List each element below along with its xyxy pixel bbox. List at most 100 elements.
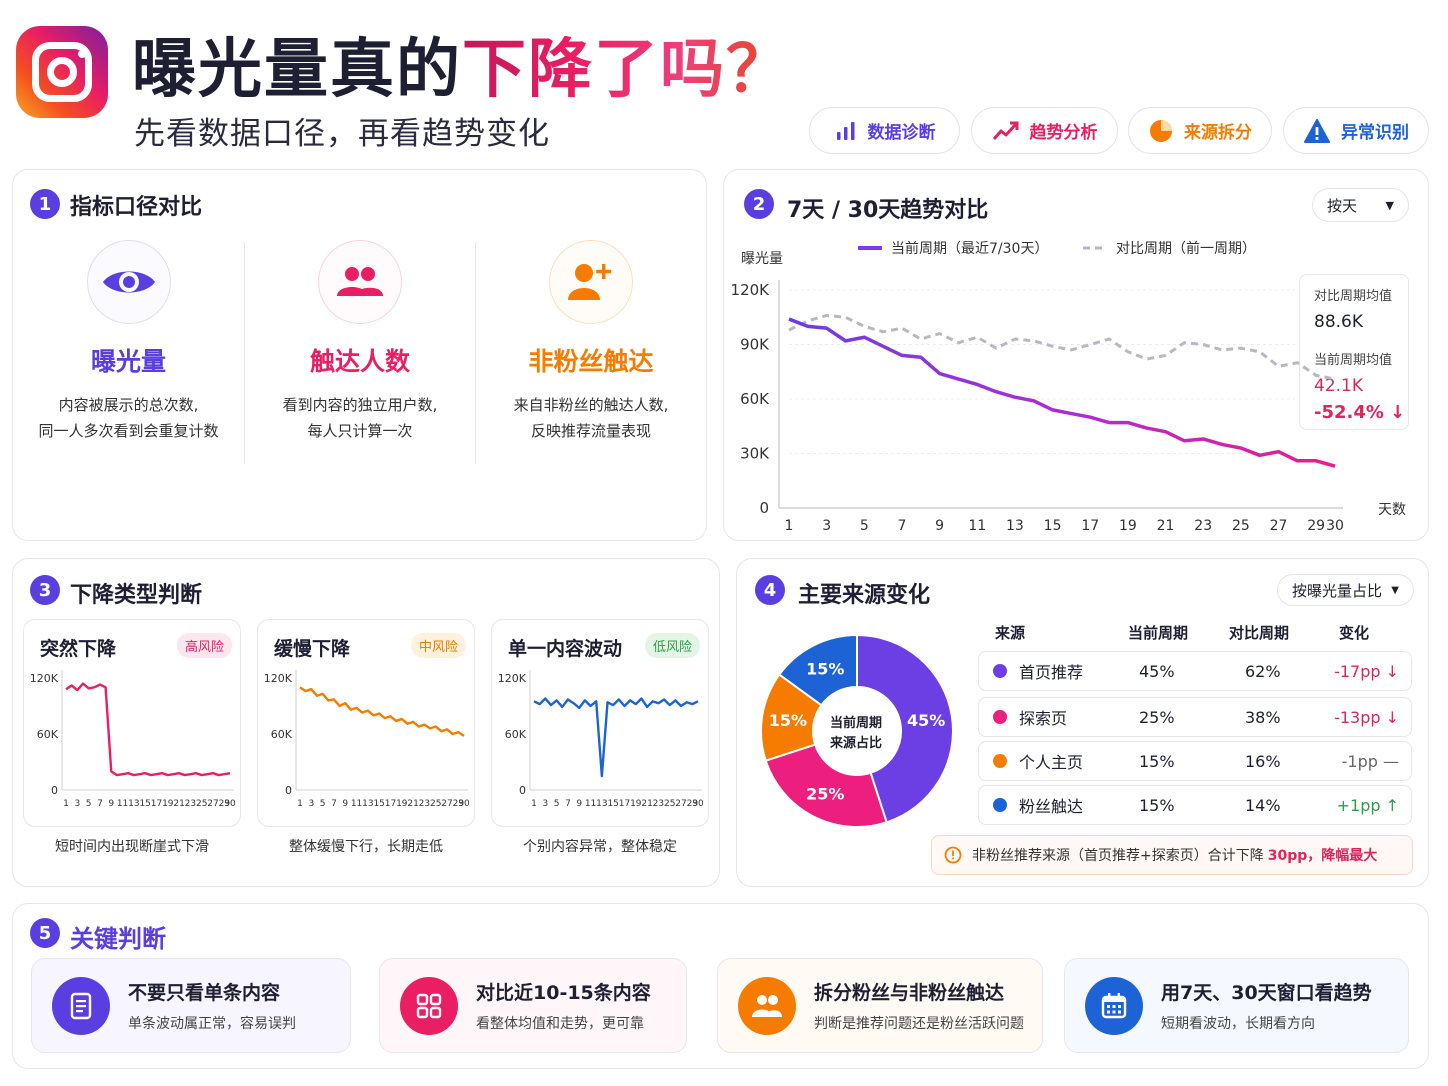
page-subtitle: 先看数据口径，再看趋势变化 <box>134 116 550 152</box>
metric-dropdown[interactable]: 按曝光量占比 ▼ <box>1277 574 1414 606</box>
col-compare: 对比周期 <box>1229 624 1290 642</box>
source-donut-chart: 45% 25% 15% 15% <box>760 633 954 828</box>
donut-slice <box>777 633 858 707</box>
metric-name: 非粉丝触达 <box>528 347 654 376</box>
x-tick-label: 21 <box>173 799 184 809</box>
judgment-subtitle: 看整体均值和走势，更可靠 <box>476 1016 644 1032</box>
metric-desc: 内容被展示的总次数, 同一人多次看到会重复计数 <box>38 396 219 440</box>
metric-name: 曝光量 <box>90 347 166 376</box>
metric-name: 触达人数 <box>309 347 410 376</box>
x-tick-label: 30 <box>1326 518 1344 534</box>
current-share: 15% <box>1139 795 1175 815</box>
x-tick-label: 13 <box>1006 518 1024 534</box>
slice-label: 15% <box>806 660 844 679</box>
donut-center-label: 当前周期 来源占比 <box>829 716 882 751</box>
metric-definition-card: 1 指标口径对比 曝光量 内容被展示的总次数, 同一人多次看到会重复计数 触达人数… <box>12 169 707 541</box>
legend-compare-label: 对比周期（前一周期） <box>1116 240 1256 257</box>
x-tick-label: 21 <box>641 799 652 809</box>
metric-reach: 触达人数 看到内容的独立用户数, 每人只计算一次 <box>245 240 475 444</box>
section-number: 2 <box>744 189 774 219</box>
key-judgment-item: 拆分粉丝与非粉丝触达 判断是推荐问题还是粉丝活跃问题 <box>717 958 1043 1053</box>
slice-label: 25% <box>806 784 844 803</box>
decline-panel: 单一内容波动 低风险 0 60K 120K 1 3 5 7 9 11 13 15 17 19 21 23 25 2… <box>491 619 709 827</box>
metric-non-follower-reach: 非粉丝触达 来自非粉丝的触达人数, 反映推荐流量表现 <box>476 240 706 444</box>
y-tick-label: 90K <box>740 336 770 354</box>
share-change: +1pp ↑ <box>1336 795 1399 815</box>
tab-label: 趋势分析 <box>1029 123 1098 143</box>
x-tick-label: 5 <box>554 799 560 809</box>
stats-box: 对比周期均值 88.6K 当前周期均值 42.1K -52.4% ↓ <box>1299 274 1409 430</box>
metric-desc: 来自非粉丝的触达人数, 反映推荐流量表现 <box>513 396 669 440</box>
x-tick-label: 9 <box>342 799 348 809</box>
y-tick-label: 0 <box>519 784 526 797</box>
x-tick-label: 11 <box>968 518 986 534</box>
dropdown-value: 按曝光量占比 <box>1292 581 1383 600</box>
section-number: 4 <box>755 575 785 605</box>
x-tick-label: 19 <box>1119 518 1137 534</box>
judgment-subtitle: 判断是推荐问题还是粉丝活跃问题 <box>814 1016 1024 1032</box>
source-table-row: 首页推荐 45% 62% -17pp ↓ <box>978 651 1412 691</box>
tab-trend-analysis[interactable]: 趋势分析 <box>971 107 1118 154</box>
y-tick-label: 120K <box>498 672 527 685</box>
section-number: 1 <box>30 189 60 219</box>
pie-chart-icon <box>1150 119 1172 142</box>
x-tick-label: 30 <box>692 799 704 809</box>
judgment-subtitle: 短期看波动，长期看方向 <box>1161 1016 1315 1032</box>
y-tick-label: 0 <box>285 784 292 797</box>
x-tick-label: 3 <box>822 518 831 534</box>
panel-caption: 短时间内出现断崖式下滑 <box>55 839 209 855</box>
trend-line-chart: 当前周期（最近7/30天） 对比周期（前一周期）曝光量天数030K60K90K12… <box>731 240 1406 534</box>
x-tick-label: 29 <box>453 799 465 809</box>
y-tick-label: 60K <box>271 728 293 741</box>
panel-caption: 整体缓慢下行，长期走低 <box>289 839 443 855</box>
instagram-logo-icon <box>16 26 108 118</box>
x-tick-label: 13 <box>362 799 373 809</box>
x-tick-label: 29 <box>1307 518 1325 534</box>
caret-down-icon: ▼ <box>1391 584 1399 596</box>
x-tick-label: 25 <box>430 799 441 809</box>
dropdown-value: 按天 <box>1327 196 1358 215</box>
key-judgment-item: 对比近10-15条内容看整体均值和走势，更可靠 <box>379 958 687 1053</box>
section-title: 关键判断 <box>70 925 166 953</box>
stat-compare-label: 对比周期均值 <box>1314 289 1393 304</box>
compare-share: 62% <box>1245 661 1281 681</box>
trend-comparison-card: 2 7天 / 30天趋势对比 按天 ▼ 对比周期均值 88.6K 当前周期均值 … <box>723 169 1429 541</box>
judgment-title: 对比近10-15条内容 <box>476 982 651 1004</box>
x-tick-label: 3 <box>542 799 548 809</box>
x-tick-label: 3 <box>308 799 314 809</box>
x-tick-label: 27 <box>207 799 218 809</box>
x-tick-label: 7 <box>565 799 571 809</box>
source-name: 个人主页 <box>1019 753 1084 772</box>
key-judgment-item: 不要只看单条内容 单条波动属正常，容易误判 <box>31 958 351 1053</box>
granularity-dropdown[interactable]: 按天 ▼ <box>1312 188 1409 222</box>
x-tick-label: 9 <box>935 518 944 534</box>
key-judgment-item: 用7天、30天窗口看趋势 短期看波动，长期看方向 <box>1064 958 1409 1053</box>
x-tick-label: 27 <box>1270 518 1288 534</box>
tab-data-diagnosis[interactable]: 数据诊断 <box>809 107 960 154</box>
decline-panel: 突然下降 高风险 0 60K 120K 1 3 5 7 9 11 13 15 17 19 21 23 25 27 2… <box>23 619 241 827</box>
users-icon <box>318 240 402 324</box>
x-tick-label: 29 <box>219 799 231 809</box>
x-tick-label: 17 <box>619 799 630 809</box>
x-tick-label: 3 <box>74 799 80 809</box>
x-tick-label: 17 <box>1081 518 1099 534</box>
eye-icon <box>86 240 171 324</box>
section-title: 指标口径对比 <box>70 195 203 220</box>
section-number: 5 <box>30 918 60 948</box>
x-tick-label: 23 <box>185 799 196 809</box>
section-title: 主要来源变化 <box>798 583 931 608</box>
x-tick-label: 5 <box>860 518 869 534</box>
x-tick-label: 15 <box>607 799 618 809</box>
y-tick-label: 120K <box>30 672 59 685</box>
y-axis-label: 曝光量 <box>741 251 783 267</box>
x-tick-label: 5 <box>86 799 92 809</box>
current-share: 15% <box>1139 751 1175 771</box>
metric-impressions: 曝光量 内容被展示的总次数, 同一人多次看到会重复计数 <box>13 240 244 444</box>
x-axis-label: 天数 <box>1378 502 1406 518</box>
x-tick-label: 11 <box>351 799 362 809</box>
x-tick-label: 7 <box>97 799 103 809</box>
tab-anomaly-detection[interactable]: 异常识别 <box>1283 107 1429 154</box>
tab-source-split[interactable]: 来源拆分 <box>1128 107 1272 154</box>
series-line <box>65 682 231 777</box>
